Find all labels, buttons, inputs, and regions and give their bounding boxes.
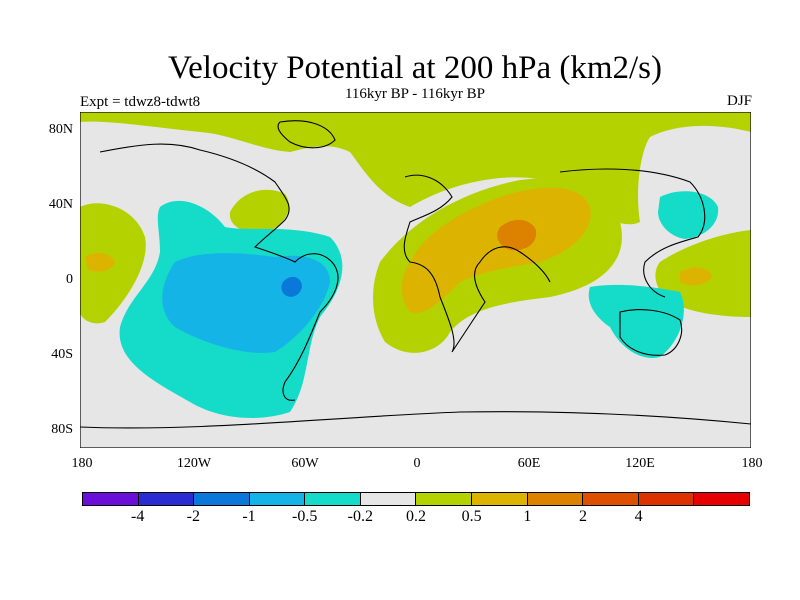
colorbar-swatch <box>583 493 639 505</box>
colorbar-swatch <box>305 493 361 505</box>
velocity-potential-map <box>80 112 751 448</box>
australia-teal-region <box>588 284 684 358</box>
x-tick-120w: 120W <box>176 456 212 471</box>
asia-orange-region <box>401 187 591 313</box>
y-tick-80s: 80S <box>51 422 73 437</box>
antarctica-coastline <box>80 411 751 429</box>
arabia-core-region <box>497 219 537 251</box>
colorbar-label: -0.5 <box>291 508 318 525</box>
y-tick-80n: 80N <box>48 122 73 137</box>
colorbar-label: -1 <box>242 508 256 525</box>
amazon-core-region <box>281 276 302 297</box>
x-tick-0: 0 <box>413 456 421 471</box>
colorbar-label: 0.5 <box>461 508 482 525</box>
map-panel <box>80 112 751 448</box>
colorbar-swatch <box>694 493 749 505</box>
pacific-orange-left <box>85 252 115 272</box>
greenland-coastline <box>277 120 336 149</box>
americas-coastline <box>99 143 339 401</box>
x-tick-60e: 60E <box>517 456 541 471</box>
europe-africa-coastline <box>403 174 551 353</box>
y-tick-40n: 40N <box>48 197 73 212</box>
x-tick-180e: 180 <box>741 456 763 471</box>
chart-title: Velocity Potential at 200 hPa (km2/s) <box>167 50 663 86</box>
x-tick-120e: 120E <box>625 456 655 471</box>
colorbar-swatch <box>416 493 473 505</box>
asia-coastline <box>559 168 706 298</box>
america-yellow-region <box>229 189 289 233</box>
y-tick-0: 0 <box>66 272 73 287</box>
australia-coastline <box>619 309 683 356</box>
colorbar-label: 2 <box>579 508 587 525</box>
experiment-label: Expt = tdwz8-tdwt8 <box>80 94 201 110</box>
colorbar-swatch <box>249 493 306 505</box>
colorbar <box>82 492 750 506</box>
season-label: DJF <box>726 93 752 109</box>
colorbar-label: -0.2 <box>347 508 373 525</box>
coastlines <box>80 120 751 429</box>
colorbar-swatch <box>138 493 195 505</box>
chart-subtitle: 116kyr BP - 116kyr BP <box>344 86 485 102</box>
positive-contours-mid <box>85 187 712 313</box>
colorbar-label: 1 <box>523 508 532 525</box>
y-tick-40s: 40S <box>51 347 73 362</box>
colorbar-label: -4 <box>130 508 145 525</box>
colorbar-label: 0.2 <box>406 508 426 525</box>
colorbar-swatch <box>527 493 584 505</box>
colorbar-swatch <box>360 493 417 505</box>
colorbar-label: 4 <box>634 508 643 525</box>
x-tick-180w: 180 <box>71 456 93 471</box>
x-tick-60w: 60W <box>291 456 319 471</box>
colorbar-swatch <box>638 493 695 505</box>
colorbar-swatch <box>472 493 528 505</box>
colorbar-swatch <box>83 493 139 505</box>
colorbar-label: -2 <box>186 508 200 525</box>
colorbar-swatch <box>194 493 250 505</box>
pacific-orange-right <box>680 267 712 286</box>
